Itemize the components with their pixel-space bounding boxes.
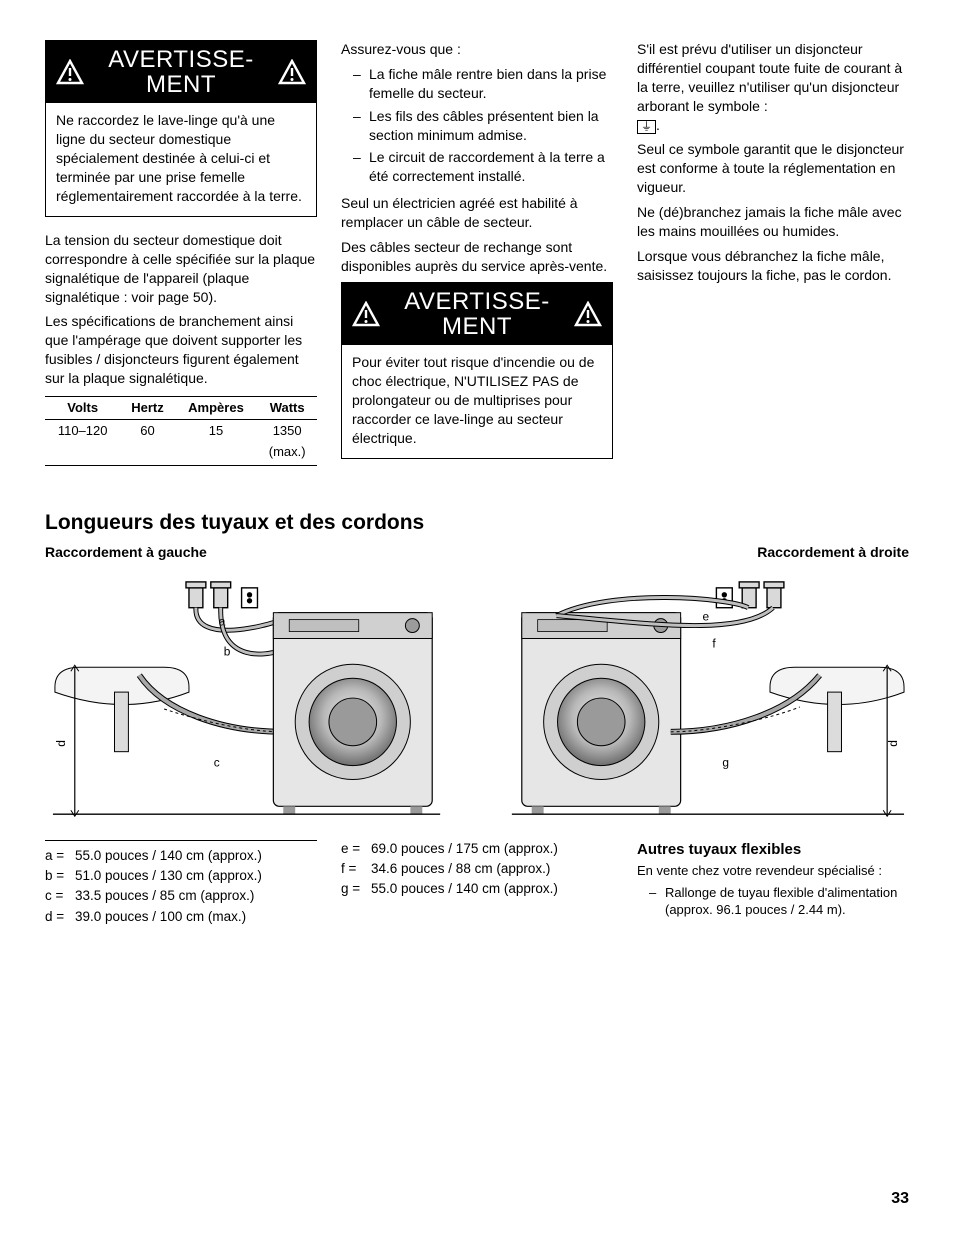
diagram-right: d e f g xyxy=(492,568,909,826)
dims-right-col: Autres tuyaux flexibles En vente chez vo… xyxy=(637,840,909,928)
right-connection-label: Raccordement à droite xyxy=(757,543,909,562)
column-3: S'il est prévu d'utiliser un disjoncteur… xyxy=(637,40,909,473)
warning-triangle-icon xyxy=(574,301,602,327)
label-d: d xyxy=(886,740,900,747)
warning-title-1: AVERTISSE- MENT xyxy=(84,47,278,97)
label-d: d xyxy=(54,740,68,747)
label-b: b xyxy=(224,644,231,658)
top-columns: AVERTISSE- MENT Ne raccordez le lave-lin… xyxy=(45,40,909,473)
dim-val: 51.0 pouces / 130 cm (approx.) xyxy=(75,867,262,885)
td-watts-max: (max.) xyxy=(257,441,317,465)
label-f: f xyxy=(712,636,716,650)
other-hoses-intro: En vente chez votre revendeur spécialisé… xyxy=(637,862,909,880)
col3-p1b: . xyxy=(656,117,660,133)
section2-heading: Longueurs des tuyaux et des cordons xyxy=(45,509,909,537)
label-a: a xyxy=(219,614,226,628)
dim-key: f = xyxy=(341,860,371,878)
dim-key: a = xyxy=(45,847,75,865)
td-watts: 1350 xyxy=(257,419,317,441)
th-volts: Volts xyxy=(45,396,120,419)
dim-val: 69.0 pouces / 175 cm (approx.) xyxy=(371,840,558,858)
dim-key: d = xyxy=(45,908,75,926)
diagram-sublabels: Raccordement à gauche Raccordement à dro… xyxy=(45,543,909,562)
col2-intro: Assurez-vous que : xyxy=(341,40,613,59)
warning-triangle-icon xyxy=(56,59,84,85)
spec-table: Volts Hertz Ampères Watts 110–120 60 15 … xyxy=(45,396,317,466)
dim-key: e = xyxy=(341,840,371,858)
dim-key: c = xyxy=(45,887,75,905)
ground-fault-symbol-icon: ⏚ xyxy=(637,120,656,134)
col2-bullet: La fiche mâle rentre bien dans la prise … xyxy=(341,65,613,103)
td-amperes: 15 xyxy=(175,419,258,441)
col2-bullet: Les fils des câbles présentent bien la s… xyxy=(341,107,613,145)
th-watts: Watts xyxy=(257,396,317,419)
left-connection-label: Raccordement à gauche xyxy=(45,543,207,562)
diagrams-row: d a b c xyxy=(45,568,909,826)
dim-key: b = xyxy=(45,867,75,885)
dim-val: 34.6 pouces / 88 cm (approx.) xyxy=(371,860,550,878)
diagram-left: d a b c xyxy=(45,568,462,826)
th-hertz: Hertz xyxy=(120,396,174,419)
col3-p3: Ne (dé)branchez jamais la fiche mâle ave… xyxy=(637,203,909,241)
label-c: c xyxy=(214,755,220,769)
col1-p1: La tension du secteur domestique doit co… xyxy=(45,231,317,307)
warning-box-2: AVERTISSE- MENT Pour éviter tout risque … xyxy=(341,282,613,459)
column-2: Assurez-vous que : La fiche mâle rentre … xyxy=(341,40,613,473)
dims-mid-col: e =69.0 pouces / 175 cm (approx.) f =34.… xyxy=(341,840,613,928)
col2-bullet: Le circuit de raccordement à la terre a … xyxy=(341,148,613,186)
other-hoses-heading: Autres tuyaux flexibles xyxy=(637,840,909,860)
label-g: g xyxy=(722,755,729,769)
dim-val: 55.0 pouces / 140 cm (approx.) xyxy=(75,847,262,865)
col3-p4: Lorsque vous débranchez la fiche mâle, s… xyxy=(637,247,909,285)
col3-p1: S'il est prévu d'utiliser un disjoncteur… xyxy=(637,40,909,134)
warning-body-2: Pour éviter tout risque d'incendie ou de… xyxy=(342,345,612,457)
dims-left-col: a =55.0 pouces / 140 cm (approx.) b =51.… xyxy=(45,840,317,928)
col2-p1: Seul un électricien agréé est habilité à… xyxy=(341,194,613,232)
dim-key: g = xyxy=(341,880,371,898)
warning-triangle-icon xyxy=(352,301,380,327)
col2-bullets: La fiche mâle rentre bien dans la prise … xyxy=(341,65,613,186)
th-amperes: Ampères xyxy=(175,396,258,419)
dim-val: 33.5 pouces / 85 cm (approx.) xyxy=(75,887,254,905)
col3-p2: Seul ce symbole garantit que le disjonct… xyxy=(637,140,909,197)
warning-header-2: AVERTISSE- MENT xyxy=(342,283,612,345)
page-number: 33 xyxy=(45,1188,909,1210)
col1-p2: Les spécifications de branchement ainsi … xyxy=(45,312,317,388)
warning-body-1: Ne raccordez le lave-linge qu'à une lign… xyxy=(46,103,316,215)
dim-val: 39.0 pouces / 100 cm (max.) xyxy=(75,908,246,926)
warning-triangle-icon xyxy=(278,59,306,85)
label-e: e xyxy=(702,609,709,623)
dim-val: 55.0 pouces / 140 cm (approx.) xyxy=(371,880,558,898)
other-hoses-bullet: Rallonge de tuyau flexible d'alimentatio… xyxy=(637,884,909,919)
column-1: AVERTISSE- MENT Ne raccordez le lave-lin… xyxy=(45,40,317,473)
col3-p1a: S'il est prévu d'utiliser un disjoncteur… xyxy=(637,41,902,114)
td-volts: 110–120 xyxy=(45,419,120,441)
dimensions-row: a =55.0 pouces / 140 cm (approx.) b =51.… xyxy=(45,840,909,928)
warning-box-1: AVERTISSE- MENT Ne raccordez le lave-lin… xyxy=(45,40,317,217)
warning-title-2: AVERTISSE- MENT xyxy=(380,289,574,339)
col2-p2: Des câbles secteur de rechange sont disp… xyxy=(341,238,613,276)
warning-header-1: AVERTISSE- MENT xyxy=(46,41,316,103)
section-hose-lengths: Longueurs des tuyaux et des cordons Racc… xyxy=(45,509,909,928)
td-hertz: 60 xyxy=(120,419,174,441)
